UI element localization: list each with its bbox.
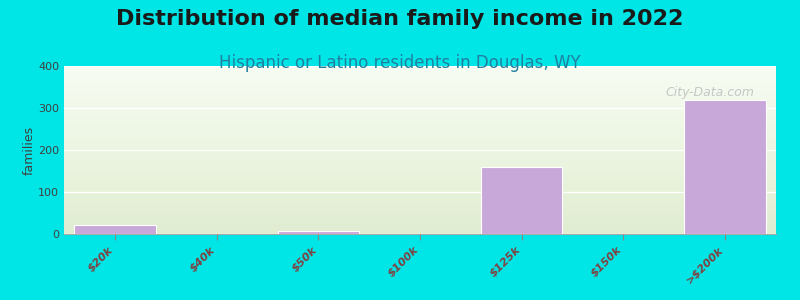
Y-axis label: families: families (22, 125, 35, 175)
Bar (685, 100, 766, 234)
Bar (278, 231, 359, 234)
Bar (74, 225, 155, 234)
Text: Hispanic or Latino residents in Douglas, WY: Hispanic or Latino residents in Douglas,… (219, 54, 581, 72)
Text: Distribution of median family income in 2022: Distribution of median family income in … (116, 9, 684, 29)
Text: City-Data.com: City-Data.com (666, 86, 754, 99)
Bar (481, 167, 562, 234)
